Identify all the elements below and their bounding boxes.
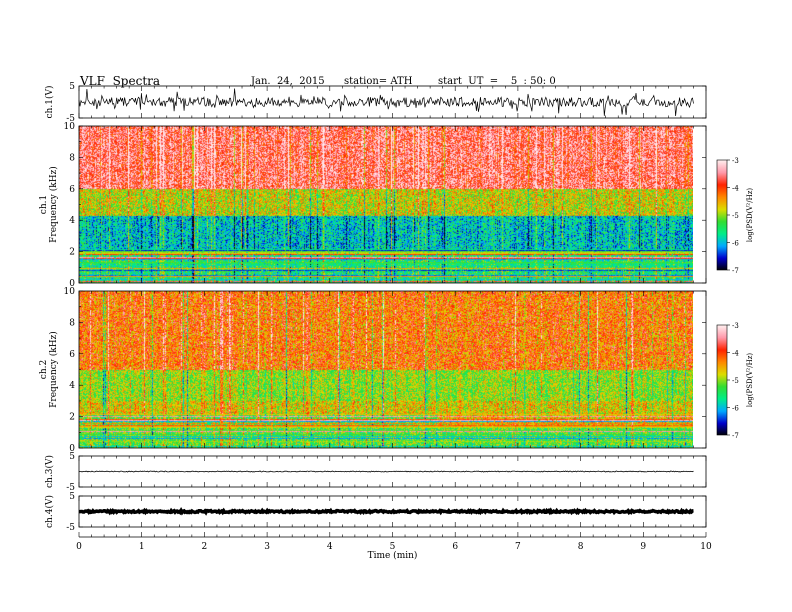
y-axis-label: ch.1 [39, 195, 49, 214]
y-tick-label: 8 [69, 153, 75, 163]
ch1-trace [78, 88, 694, 117]
y-tick-label: 0 [69, 444, 75, 454]
colorbar-label: log(PSD(V²/Hz) [746, 353, 754, 408]
colorbar-tick-label: -4 [732, 185, 739, 193]
time-tick-label: 1 [139, 542, 145, 552]
date-label: Jan. 24, 2015 [251, 76, 325, 87]
time-tick-label: 3 [264, 542, 270, 552]
y-tick-label: 8 [69, 318, 75, 328]
colorbar-tick-label: -7 [732, 267, 739, 275]
y-tick-label: 10 [64, 287, 76, 297]
time-axis-label: Time (min) [368, 550, 418, 561]
ch4-trace [79, 506, 694, 516]
colorbar-tick-label: -3 [732, 322, 739, 330]
time-tick-label: 8 [578, 542, 584, 552]
spectrogram-ch2-image [79, 291, 693, 448]
y-tick-label: 0 [69, 279, 75, 289]
chart-title: VLF Spectra [80, 74, 161, 88]
colorbar-tick-label: -5 [732, 212, 739, 220]
time-tick-label: 5 [390, 542, 396, 552]
time-tick-label: 0 [76, 542, 82, 552]
time-tick-label: 9 [640, 542, 646, 552]
y-axis-label: ch.3(V) [44, 455, 55, 488]
y-tick-label: 4 [69, 216, 75, 226]
colorbar-label: log(PSD(V²/Hz) [746, 188, 754, 243]
y-tick-label: -5 [66, 114, 75, 124]
y-tick-label: 6 [69, 185, 75, 195]
y-axis-label: ch.1(V) [44, 86, 55, 119]
y-tick-label: 5 [69, 452, 75, 462]
y-axis-label: Frequency (kHz) [48, 166, 59, 243]
y-axis-label: ch.4(V) [44, 495, 55, 528]
time-tick-label: 4 [327, 542, 333, 552]
colorbar-tick-label: -5 [732, 377, 739, 385]
colorbar-tick-label: -3 [732, 157, 739, 165]
y-axis-label: Frequency (kHz) [48, 331, 59, 408]
y-tick-label: 5 [69, 82, 75, 92]
time-tick-label: 10 [700, 542, 712, 552]
y-axis-label: ch.2 [39, 360, 49, 379]
y-tick-label: 5 [69, 492, 75, 502]
colorbar-tick-label: -7 [732, 432, 739, 440]
start-time-label: start UT = 5 : 50: 0 [438, 76, 556, 87]
y-tick-label: -5 [66, 523, 75, 533]
time-tick-label: 6 [452, 542, 458, 552]
y-tick-label: 2 [69, 413, 75, 423]
colorbar-tick-label: -4 [732, 350, 739, 358]
colorbar-tick-label: -6 [732, 405, 739, 413]
y-tick-label: 6 [69, 350, 75, 360]
colorbar-tick-label: -6 [732, 240, 739, 248]
y-tick-label: 10 [64, 122, 76, 132]
colorbar-2 [717, 325, 727, 435]
spectrogram-ch1-image [79, 126, 693, 283]
time-tick-label: 2 [202, 542, 208, 552]
colorbar-1 [717, 160, 727, 270]
station-label: station= ATH [344, 76, 413, 87]
time-tick-label: 7 [515, 542, 521, 552]
y-tick-label: 2 [69, 248, 75, 258]
y-tick-label: -5 [66, 483, 75, 493]
y-tick-label: 4 [69, 381, 75, 391]
ch3-trace [78, 470, 694, 473]
